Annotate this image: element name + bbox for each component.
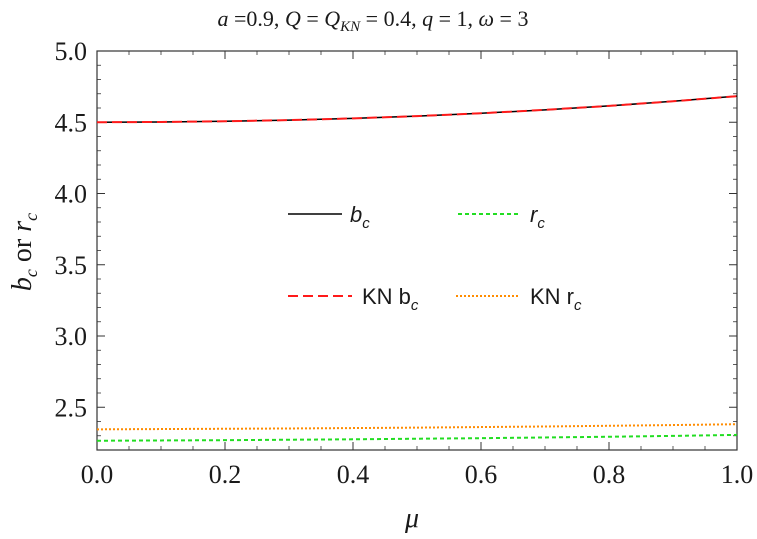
legend-item-kn-r-c: KN rc: [456, 284, 582, 314]
legend: bc rc KN bc KN rc: [288, 202, 582, 314]
legend-item-r-c: rc: [458, 202, 545, 232]
x-tick-label: 0.6: [465, 460, 498, 489]
x-axis-label: μ: [404, 503, 419, 534]
legend-label-kn-r-c: KN rc: [530, 284, 582, 314]
series-line-r-c: [96, 433, 738, 442]
x-tick-label: 0.8: [593, 460, 626, 489]
ticks-layer: 0.0 0.2 0.4 0.6 0.8 1.0 2.5 3.0 3.5 4.0 4.5 5.0: [55, 37, 754, 489]
x-tick-label: 0.2: [209, 460, 242, 489]
legend-label-b-c: bc: [350, 202, 370, 232]
legend-item-b-c: bc: [288, 202, 370, 232]
chart-title: a =0.9, Q = QKN = 0.4, q = 1, ω = 3: [218, 6, 529, 35]
x-tick-label: 1.0: [721, 460, 754, 489]
legend-label-r-c: rc: [530, 202, 545, 232]
y-tick-label: 4.0: [55, 180, 88, 209]
y-axis-label: bc or rc: [7, 213, 41, 291]
y-tick-label: 2.5: [55, 393, 88, 422]
y-tick-label: 4.5: [55, 108, 88, 137]
y-tick-label: 5.0: [55, 37, 88, 66]
legend-label-kn-b-c: KN bc: [362, 284, 419, 314]
x-tick-label: 0.4: [337, 460, 370, 489]
y-tick-label: 3.5: [55, 251, 88, 280]
series-line-b-c: [96, 95, 738, 123]
y-tick-label: 3.0: [55, 322, 88, 351]
series-layer: [96, 95, 738, 442]
legend-item-kn-b-c: KN bc: [288, 284, 419, 314]
plot-frame: [96, 50, 738, 451]
x-tick-label: 0.0: [81, 460, 114, 489]
series-line-kn-r-c: [96, 423, 738, 431]
series-line-kn-b-c: [96, 95, 738, 124]
